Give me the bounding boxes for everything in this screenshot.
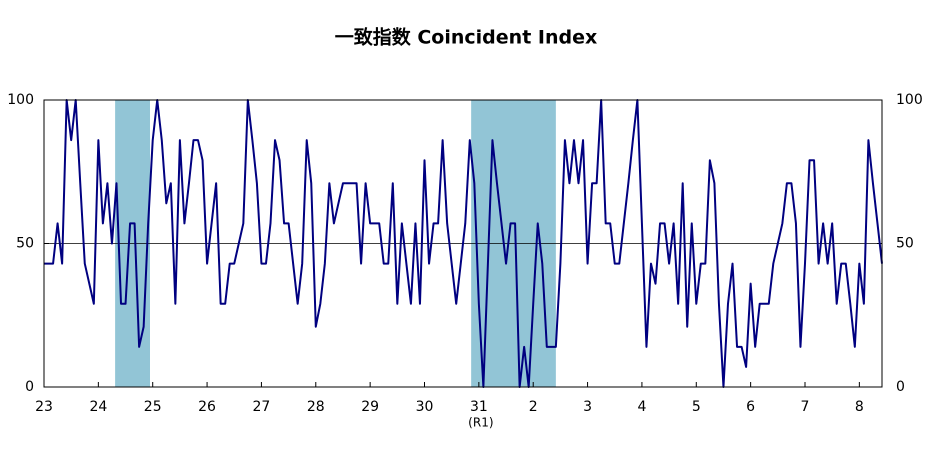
x-tick-label: 30 bbox=[416, 399, 434, 415]
x-tick-label: 24 bbox=[89, 399, 107, 415]
x-tick-label: 7 bbox=[801, 399, 810, 415]
x-tick-label: 5 bbox=[692, 399, 701, 415]
y2-tick-label: 50 bbox=[896, 236, 914, 252]
x-tick-label: 27 bbox=[253, 399, 271, 415]
y-tick-label: 0 bbox=[25, 379, 34, 395]
plot-frame bbox=[43, 99, 883, 388]
data-line bbox=[44, 99, 883, 388]
y2-tick-label: 100 bbox=[896, 92, 923, 108]
x-tick-label: 2 bbox=[529, 399, 538, 415]
x-tick-label: 6 bbox=[746, 399, 755, 415]
y2-tick-label: 0 bbox=[896, 379, 905, 395]
x-tick-label: 28 bbox=[307, 399, 325, 415]
x-tick-label: 29 bbox=[361, 399, 379, 415]
x-tick-label: 8 bbox=[855, 399, 864, 415]
x-tick-label: 25 bbox=[144, 399, 162, 415]
annotation: (R1) bbox=[468, 416, 493, 430]
x-tick-label: 31 bbox=[470, 399, 488, 415]
y-tick-label: 100 bbox=[7, 92, 34, 108]
y-tick-label: 50 bbox=[16, 236, 34, 252]
x-tick-label: 4 bbox=[637, 399, 646, 415]
x-tick-label: 3 bbox=[583, 399, 592, 415]
x-tick-label: 26 bbox=[198, 399, 216, 415]
x-tick-label: 23 bbox=[35, 399, 53, 415]
chart-title: 一致指数 Coincident Index bbox=[335, 26, 597, 49]
